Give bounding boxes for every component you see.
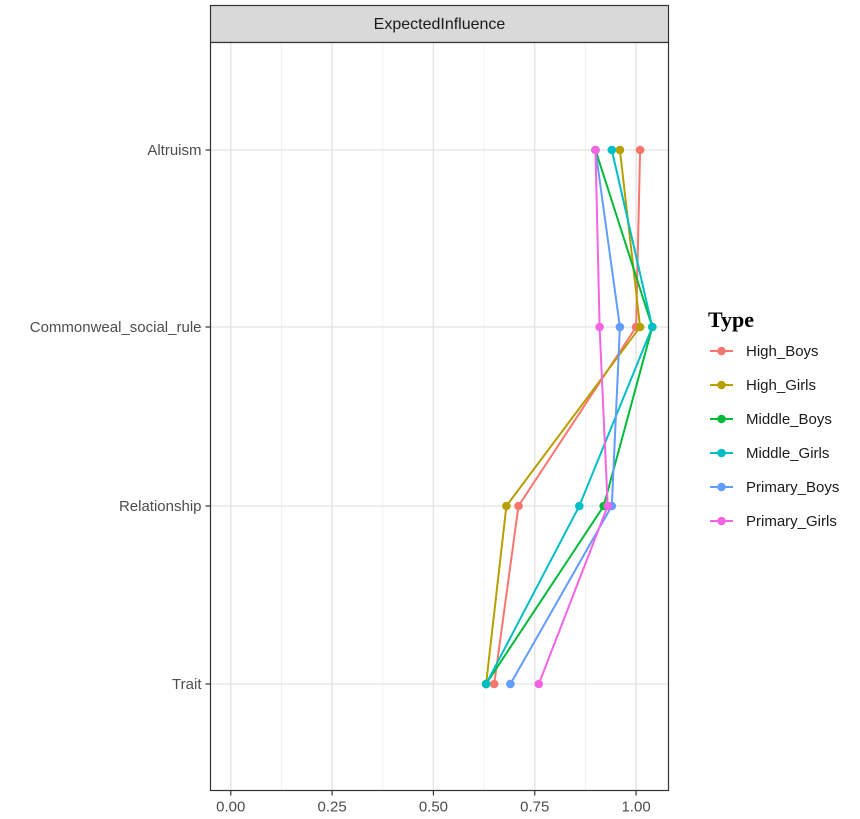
x-tick-label: 0.25 bbox=[317, 799, 346, 816]
data-point bbox=[635, 145, 645, 155]
legend-key-point bbox=[717, 414, 726, 424]
y-axis: Altruism Commonweal_social_rule Relationsh… bbox=[30, 142, 211, 693]
x-tick-label: 1.00 bbox=[621, 799, 650, 816]
series-line bbox=[493, 149, 642, 685]
series-line bbox=[509, 149, 621, 685]
y-tick-label: Altruism bbox=[147, 142, 201, 159]
data-point bbox=[595, 322, 604, 332]
legend-key-point bbox=[717, 448, 726, 458]
legend: Type High_Boys High_Girls Middle_Boys Middl… bbox=[708, 307, 839, 530]
data-point bbox=[635, 322, 645, 332]
y-tick-label: Commonweal_social_rule bbox=[30, 319, 202, 336]
data-point bbox=[615, 145, 625, 155]
series-layer bbox=[481, 145, 657, 689]
data-point bbox=[591, 145, 600, 155]
facet-title: ExpectedInfluence bbox=[374, 16, 506, 33]
plot-panel bbox=[210, 42, 669, 791]
grid-lines bbox=[210, 42, 669, 791]
data-point bbox=[607, 145, 617, 155]
legend-key-point bbox=[717, 346, 726, 356]
x-axis: 0.00 0.25 0.50 0.75 1.00 bbox=[216, 790, 651, 816]
legend-label: Primary_Boys bbox=[746, 479, 839, 496]
y-tick-label: Trait bbox=[172, 676, 202, 693]
legend-title: Type bbox=[708, 307, 754, 332]
series-line bbox=[537, 149, 609, 685]
x-tick-label: 0.75 bbox=[520, 799, 549, 816]
legend-key-point bbox=[717, 482, 726, 492]
x-tick-label: 0.00 bbox=[216, 799, 245, 816]
data-point bbox=[615, 322, 625, 332]
x-tick-label: 0.50 bbox=[419, 799, 448, 816]
legend-label: Primary_Girls bbox=[746, 513, 837, 530]
data-point bbox=[575, 501, 584, 511]
data-point bbox=[514, 501, 523, 511]
legend-label: Middle_Girls bbox=[746, 445, 829, 462]
legend-key-point bbox=[717, 516, 726, 526]
data-point bbox=[481, 679, 491, 689]
data-point bbox=[648, 322, 657, 332]
data-point bbox=[603, 501, 612, 511]
data-point bbox=[489, 679, 499, 689]
legend-label: High_Girls bbox=[746, 377, 816, 394]
data-point bbox=[534, 679, 544, 689]
y-tick-label: Relationship bbox=[119, 498, 202, 515]
series-line bbox=[485, 149, 642, 685]
facet-strip bbox=[209, 4, 670, 44]
panel-border bbox=[209, 41, 670, 792]
legend-label: High_Boys bbox=[746, 343, 819, 360]
legend-label: Middle_Boys bbox=[746, 411, 832, 428]
legend-key-point bbox=[717, 380, 726, 390]
series-line bbox=[485, 149, 654, 685]
data-point bbox=[506, 679, 515, 689]
data-point bbox=[502, 501, 511, 511]
